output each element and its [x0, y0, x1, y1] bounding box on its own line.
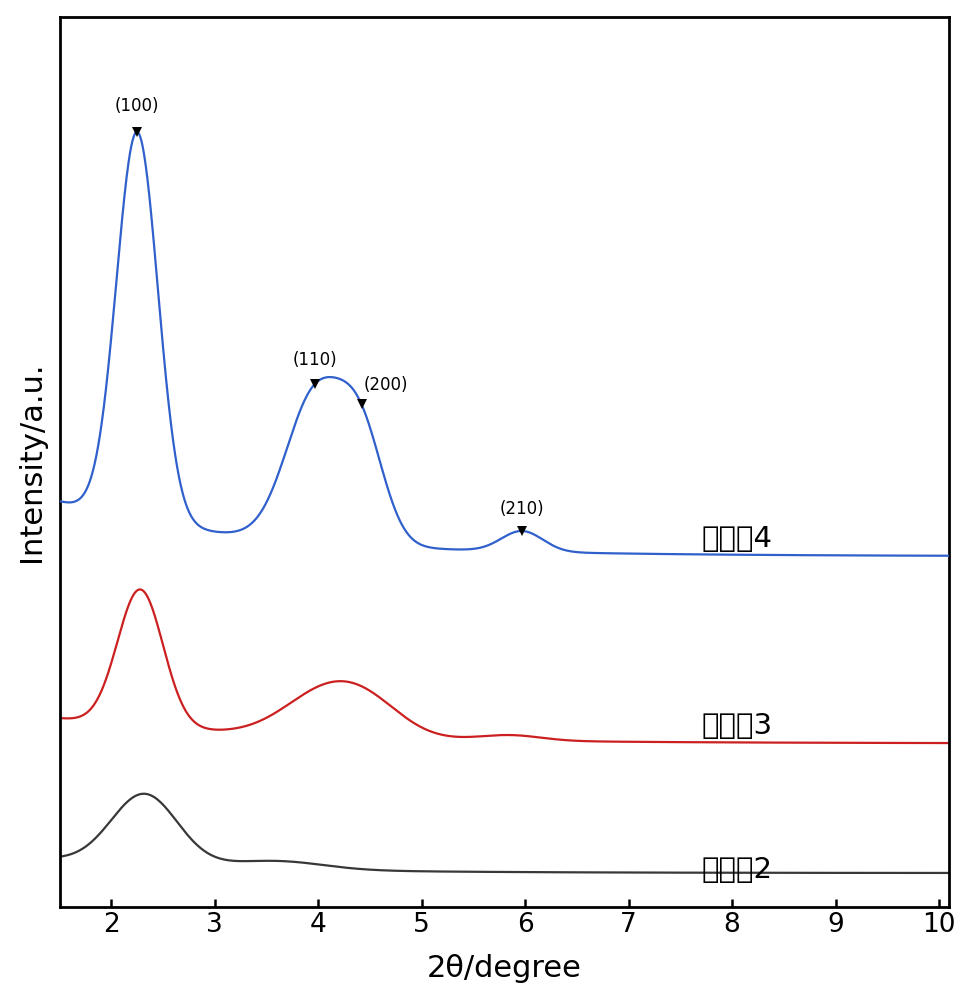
Text: 实施夃3: 实施夃3 [701, 712, 772, 740]
Text: 实施夃2: 实施夃2 [701, 856, 772, 884]
Text: (210): (210) [500, 500, 543, 518]
Text: (100): (100) [114, 97, 159, 115]
Text: (110): (110) [292, 351, 337, 369]
Text: 实施夃4: 实施夃4 [701, 525, 772, 553]
Y-axis label: Intensity/a.u.: Intensity/a.u. [17, 361, 46, 562]
X-axis label: 2θ/degree: 2θ/degree [427, 954, 581, 983]
Text: (200): (200) [363, 376, 408, 394]
